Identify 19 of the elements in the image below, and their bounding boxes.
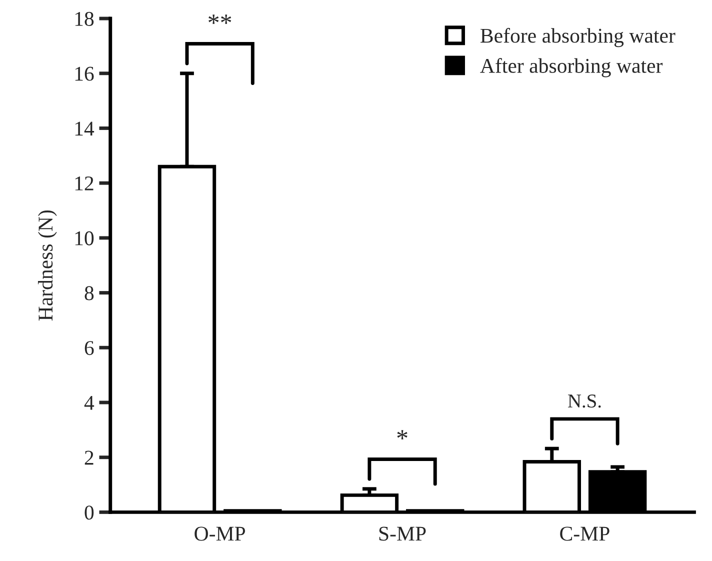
y-tick-label: 6 — [84, 341, 94, 356]
annotation: * — [397, 430, 408, 440]
annotation: ** — [208, 14, 232, 24]
x-tick-label: C-MP — [560, 526, 610, 541]
y-tick-label: 8 — [84, 286, 94, 300]
y-tick-label: 4 — [84, 396, 94, 410]
y-tick-label: 14 — [75, 122, 94, 136]
y-tick-label: 16 — [75, 66, 94, 81]
x-tick-label: S-MP — [379, 526, 426, 541]
y-tick-label: 0 — [84, 506, 94, 520]
legend-label: Before absorbing water — [480, 28, 676, 48]
y-tick-label: 18 — [75, 12, 94, 26]
y-tick-label: 2 — [84, 450, 94, 465]
legend-label: After absorbing water — [480, 58, 663, 78]
y-axis-title: Hardness (N) — [38, 210, 57, 321]
y-tick-label: 12 — [75, 176, 94, 190]
y-tick-label: 10 — [75, 231, 94, 246]
annotation: N.S. — [568, 394, 601, 408]
x-tick-label: O-MP — [194, 526, 246, 541]
